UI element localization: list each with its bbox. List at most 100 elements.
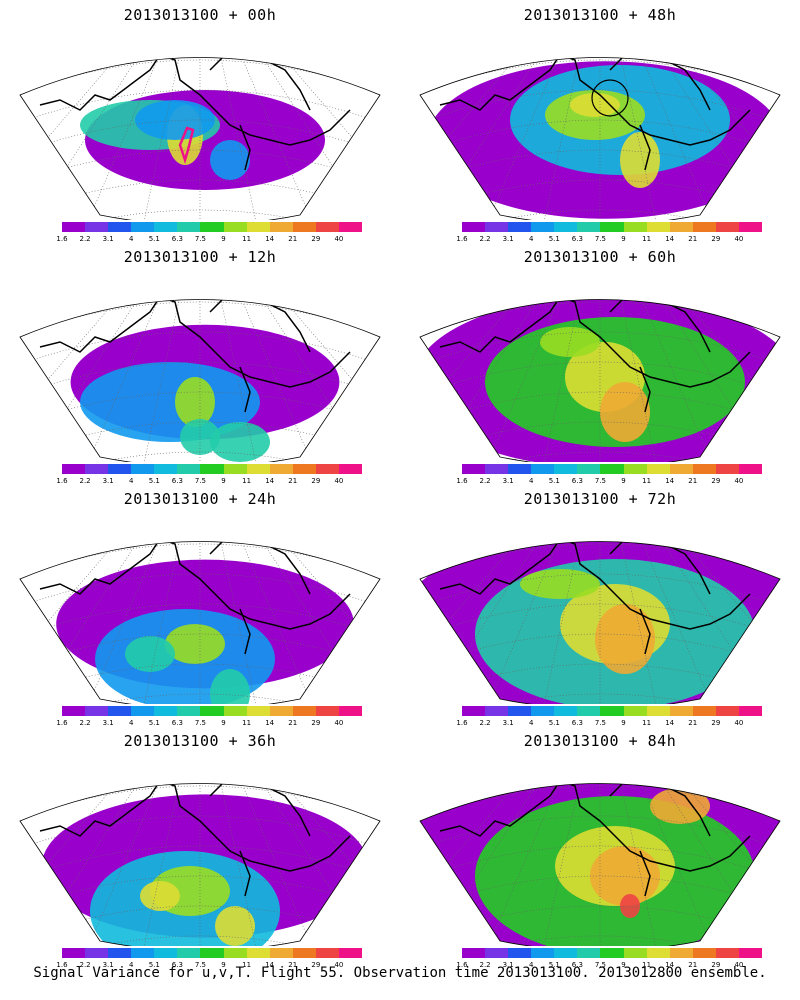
panel-title: 2013013100 + 48h bbox=[523, 6, 677, 24]
colorbar bbox=[62, 222, 363, 232]
colorbar-tick-label: 14 bbox=[665, 719, 675, 727]
colorbar-cell bbox=[692, 464, 716, 474]
colorbar-tick-label: 29 bbox=[711, 235, 721, 243]
colorbar-tick-label: 40 bbox=[734, 235, 744, 243]
colorbar-cell bbox=[623, 706, 647, 716]
colorbar-cell bbox=[85, 948, 109, 958]
colorbar-cell bbox=[62, 706, 86, 716]
colorbar-cell bbox=[715, 948, 739, 958]
colorbar-cell bbox=[131, 706, 155, 716]
colorbar-cell bbox=[246, 948, 270, 958]
colorbar-tick-label: 21 bbox=[688, 235, 698, 243]
colorbar-tick-label: 7.5 bbox=[594, 477, 607, 485]
colorbar-tick-label: 5.1 bbox=[148, 961, 160, 969]
panel-title: 2013013100 + 60h bbox=[523, 248, 677, 266]
colorbar-tick-label: 5.1 bbox=[548, 235, 560, 243]
colorbar-cell bbox=[531, 706, 555, 716]
colorbar-cell bbox=[223, 948, 247, 958]
colorbar-cell bbox=[85, 706, 109, 716]
map-border bbox=[419, 541, 781, 704]
colorbar-tick-label: 29 bbox=[311, 719, 321, 727]
colorbar-tick-label: 5.1 bbox=[148, 719, 160, 727]
colorbar-cell bbox=[462, 706, 486, 716]
colorbar-cell bbox=[338, 948, 363, 958]
colorbar-tick-label: 7.5 bbox=[194, 477, 207, 485]
colorbar-tick-label: 2.2 bbox=[479, 719, 491, 727]
colorbar-cell bbox=[177, 464, 201, 474]
latitude-line bbox=[20, 119, 380, 161]
colorbar-cell bbox=[485, 222, 509, 232]
variance-contour bbox=[595, 604, 655, 674]
colorbar-cell bbox=[508, 706, 532, 716]
colorbar-cell bbox=[623, 948, 647, 958]
latitude-line bbox=[20, 361, 380, 403]
polar-map bbox=[19, 57, 381, 220]
colorbar-tick-label: 40 bbox=[334, 477, 344, 485]
variance-contour bbox=[620, 132, 660, 188]
colorbar-tick-label: 2.2 bbox=[479, 961, 491, 969]
colorbar-cell bbox=[62, 948, 86, 958]
colorbar-cell bbox=[62, 464, 86, 474]
colorbar-tick-label: 5.1 bbox=[148, 235, 160, 243]
colorbar-tick-label: 3.1 bbox=[102, 719, 114, 727]
colorbar-cell bbox=[269, 222, 293, 232]
colorbar-tick-label: 1.6 bbox=[456, 477, 468, 485]
polar-map bbox=[419, 57, 781, 220]
latitude-line bbox=[20, 89, 380, 131]
latitude-line bbox=[20, 603, 380, 645]
map-panel: 2013013100 + 48h 1.6 2.2 3.1 4 5.1 6.3 7.5 9 11 14… bbox=[400, 0, 800, 243]
colorbar-tick-label: 1.6 bbox=[56, 477, 68, 485]
variance-contour bbox=[140, 881, 180, 911]
map-panel: 2013013100 + 00h 1.6 2.2 3.1 4 5.1 6.3 7.5 9 11 14… bbox=[0, 0, 400, 243]
colorbar-tick-label: 2.2 bbox=[479, 477, 491, 485]
colorbar-cell bbox=[508, 222, 532, 232]
panel-title: 2013013100 + 12h bbox=[123, 248, 277, 266]
colorbar-cell bbox=[108, 706, 132, 716]
colorbar-tick-label: 7.5 bbox=[194, 235, 207, 243]
colorbar-cell bbox=[85, 464, 109, 474]
colorbar-cell bbox=[131, 948, 155, 958]
map-border bbox=[19, 57, 381, 220]
colorbar-labels: 1.6 2.2 3.1 4 5.1 6.3 7.5 9 11 14 21 29 40 bbox=[56, 961, 362, 971]
colorbar-tick-label: 9 bbox=[221, 961, 226, 969]
colorbar-cell bbox=[692, 222, 716, 232]
latitude-line bbox=[20, 815, 380, 857]
map-border bbox=[19, 541, 381, 704]
colorbar-tick-label: 40 bbox=[734, 961, 744, 969]
panel-title: 2013013100 + 72h bbox=[523, 490, 677, 508]
colorbar-tick-label: 11 bbox=[642, 961, 652, 969]
colorbar-cell bbox=[131, 464, 155, 474]
variance-contour bbox=[215, 906, 255, 946]
colorbar-cell bbox=[292, 706, 316, 716]
colorbar-cell bbox=[200, 222, 224, 232]
colorbar-cell bbox=[508, 464, 532, 474]
colorbar-cell bbox=[246, 464, 270, 474]
colorbar-cell bbox=[177, 706, 201, 716]
colorbar-cell bbox=[669, 948, 693, 958]
colorbar-tick-label: 5.1 bbox=[148, 477, 160, 485]
colorbar-cell bbox=[200, 464, 224, 474]
colorbar-cell bbox=[738, 222, 763, 232]
colorbar-tick-label: 29 bbox=[311, 477, 321, 485]
colorbar-tick-label: 9 bbox=[621, 477, 626, 485]
colorbar-cell bbox=[715, 222, 739, 232]
colorbar-cell bbox=[315, 948, 339, 958]
colorbar-tick-label: 6.3 bbox=[571, 719, 583, 727]
variance-contour bbox=[650, 788, 710, 824]
colorbar-cell bbox=[462, 464, 486, 474]
colorbar-cell bbox=[85, 222, 109, 232]
colorbar-cell bbox=[623, 222, 647, 232]
colorbar-cell bbox=[200, 706, 224, 716]
variance-contour bbox=[125, 636, 175, 672]
colorbar-cell bbox=[508, 948, 532, 958]
colorbar-tick-label: 3.1 bbox=[102, 477, 114, 485]
colorbar-tick-label: 14 bbox=[665, 477, 675, 485]
figure-caption: Signal Variance for u,v,T. Flight 55. Ob… bbox=[33, 965, 767, 981]
variance-contour bbox=[620, 894, 640, 918]
variance-contour bbox=[175, 377, 215, 427]
colorbar-tick-label: 2.2 bbox=[479, 235, 491, 243]
panel-title: 2013013100 + 84h bbox=[523, 732, 677, 750]
colorbar-cell bbox=[200, 948, 224, 958]
colorbar-tick-label: 7.5 bbox=[594, 235, 607, 243]
latitude-line bbox=[420, 119, 780, 161]
